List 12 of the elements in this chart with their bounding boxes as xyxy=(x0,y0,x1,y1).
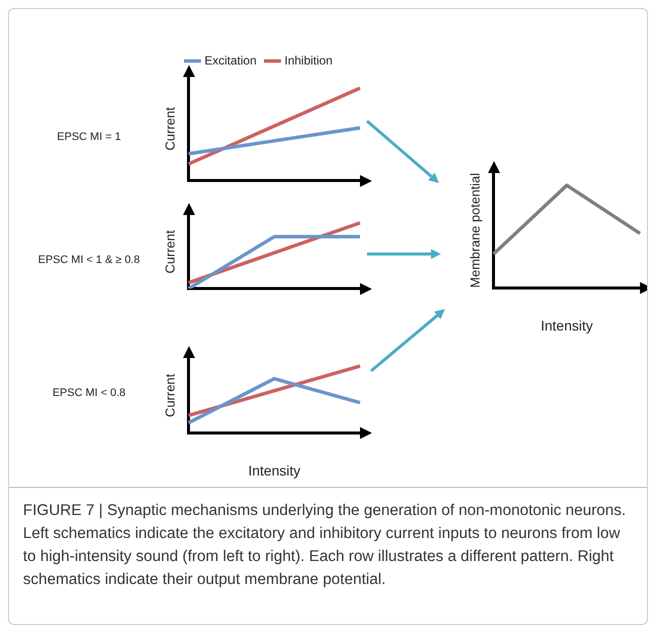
x-axis-title: Intensity xyxy=(540,317,593,334)
legend-label: Excitation xyxy=(204,53,256,68)
text: EPSC MI < 1 & ≥ 0.8 xyxy=(37,254,141,266)
y-axis-title: Current xyxy=(162,373,178,418)
text: EPSC MI < 0.8 xyxy=(51,387,127,399)
x-axis-title: Intensity xyxy=(248,462,300,478)
text: EPSC MI = 1 xyxy=(56,131,122,143)
legend-label: Inhibition xyxy=(284,53,333,68)
y-axis-title: Membrane potential xyxy=(467,172,482,288)
y-axis-title: Current xyxy=(162,106,178,150)
y-axis-title: Current xyxy=(162,230,178,274)
caption: FIGURE 7 | Synaptic mechanisms underlying the generation of non-monotonic neurons. Left schematics indicate the excitatory and inhibitory current inputs to neurons from low to high-intensity sound (from left to right). Each row illustrates a different pattern. Right schematics indicate their output membrane potential. xyxy=(23,501,627,590)
